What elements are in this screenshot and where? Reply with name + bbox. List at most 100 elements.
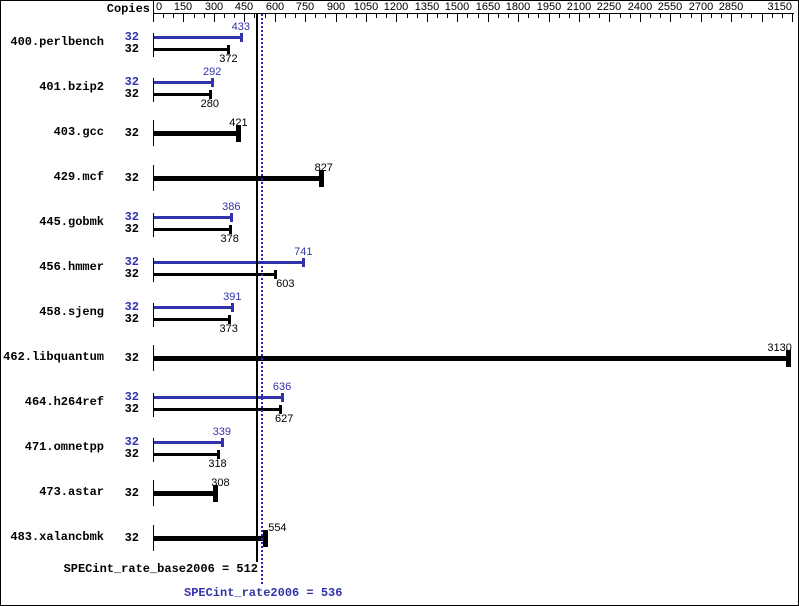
value-label-base: 373 (219, 323, 238, 335)
value-label-peak: 636 (272, 381, 292, 393)
x-axis-tick-label: 600 (265, 1, 285, 13)
base-bar-endcap (208, 90, 212, 99)
base-bar (154, 536, 266, 541)
x-axis-major-tick (518, 14, 519, 22)
benchmark-name: 483.xalancbmk (10, 530, 104, 544)
benchmark-name: 473.astar (39, 485, 104, 499)
x-axis-major-tick (488, 14, 489, 22)
x-axis-minor-tick (265, 14, 266, 18)
value-label-base: 3130 (767, 342, 792, 354)
x-axis-major-tick (792, 14, 793, 22)
x-axis-minor-tick (224, 14, 225, 18)
base-bar-endcap (216, 450, 220, 459)
copies-count-base: 32 (124, 87, 139, 101)
value-label-base: 421 (229, 117, 248, 129)
peak-bar-endcap (220, 438, 224, 447)
x-axis-minor-tick (478, 14, 479, 18)
x-axis-minor-tick (528, 14, 529, 18)
x-axis-major-tick (762, 14, 763, 22)
copies-count-base: 32 (124, 402, 139, 416)
base-bar-endcap (227, 45, 231, 54)
x-axis-minor-tick (538, 14, 539, 18)
x-axis-major-tick (366, 14, 367, 22)
x-axis-tick-label: 1200 (383, 1, 409, 13)
value-label-peak: 741 (294, 246, 313, 258)
peak-bar (154, 396, 283, 399)
x-axis-tick-label: 1950 (536, 1, 562, 13)
x-axis-minor-tick (407, 14, 408, 18)
x-axis-minor-tick (508, 14, 509, 18)
copies-count-base: 32 (124, 42, 139, 56)
base-bar (154, 131, 239, 136)
benchmark-name: 471.omnetpp (24, 440, 104, 454)
base-bar (154, 491, 216, 496)
x-axis-major-tick (670, 14, 671, 22)
peak-bar (154, 261, 304, 264)
x-axis-minor-tick (599, 14, 600, 18)
row-axis-segment (153, 78, 154, 102)
x-axis-minor-tick (741, 14, 742, 18)
x-axis-minor-tick (620, 14, 621, 18)
base-bar (154, 228, 230, 231)
x-axis-major-tick (183, 14, 184, 22)
row-axis-segment (153, 120, 154, 146)
x-axis-tick-label: 0 (155, 1, 163, 13)
base-bar (154, 273, 276, 276)
x-axis-minor-tick (376, 14, 377, 18)
x-axis-line (153, 13, 794, 14)
copies-count-base: 32 (124, 486, 139, 500)
base-mean-reference-line (256, 14, 258, 562)
value-label-base: 318 (208, 458, 227, 470)
x-axis-tick-label: 2850 (718, 1, 744, 13)
x-axis-minor-tick (417, 14, 418, 18)
copies-count-peak: 32 (124, 75, 139, 89)
copies-count-peak: 32 (124, 435, 139, 449)
peak-bar (154, 306, 233, 309)
base-bar (154, 318, 229, 321)
x-axis-minor-tick (498, 14, 499, 18)
x-axis-tick-label: 2100 (566, 1, 592, 13)
x-axis-tick-label: 3150 (767, 1, 792, 13)
base-bar-endcap (227, 315, 231, 324)
axis-left-boundary (153, 1, 154, 22)
value-label-base: 827 (314, 162, 333, 174)
base-bar (154, 93, 210, 96)
x-axis-minor-tick (254, 14, 255, 18)
base-bar-endcap (236, 125, 242, 142)
value-label-base: 378 (220, 233, 239, 245)
benchmark-name: 458.sjeng (39, 305, 104, 319)
peak-bar-endcap (302, 258, 306, 267)
copies-count-peak: 32 (124, 30, 139, 44)
x-axis-minor-tick (559, 14, 560, 18)
x-axis-tick-label: 2250 (596, 1, 622, 13)
copies-count-peak: 32 (124, 390, 139, 404)
value-label-base: 554 (268, 522, 287, 534)
x-axis-minor-tick (295, 14, 296, 18)
x-axis-minor-tick (721, 14, 722, 18)
peak-bar-endcap (230, 213, 234, 222)
x-axis-minor-tick (163, 14, 164, 18)
value-label-base: 603 (276, 278, 295, 290)
base-bar (154, 453, 218, 456)
row-axis-segment (153, 258, 154, 282)
peak-bar (154, 441, 222, 444)
x-axis-minor-tick (650, 14, 651, 18)
copies-count-peak: 32 (124, 300, 139, 314)
x-axis-minor-tick (346, 14, 347, 18)
value-label-base: 372 (219, 53, 238, 65)
x-axis-minor-tick (589, 14, 590, 18)
base-bar-endcap (263, 530, 269, 547)
base-bar-endcap (318, 170, 324, 187)
peak-bar (154, 36, 241, 39)
value-label-base: 308 (211, 477, 230, 489)
copies-count-base: 32 (124, 312, 139, 326)
specint-rate-peak-summary: SPECint_rate2006 = 536 (184, 586, 343, 600)
benchmark-name: 456.hmmer (39, 260, 104, 274)
base-bar (154, 48, 229, 51)
x-axis-minor-tick (447, 14, 448, 18)
x-axis-major-tick (244, 14, 245, 22)
peak-bar-endcap (211, 78, 215, 87)
peak-bar-endcap (231, 303, 235, 312)
benchmark-name: 401.bzip2 (39, 80, 104, 94)
benchmark-name: 403.gcc (53, 125, 104, 139)
